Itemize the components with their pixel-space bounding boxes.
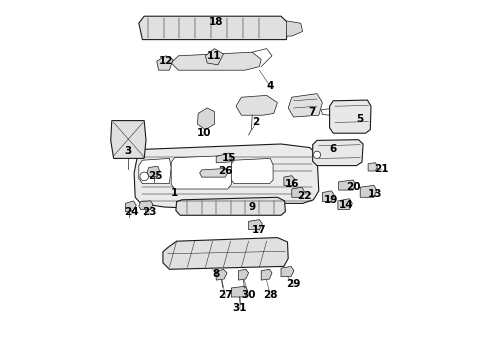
Polygon shape xyxy=(125,201,136,212)
Polygon shape xyxy=(163,238,288,269)
Polygon shape xyxy=(216,153,232,163)
Polygon shape xyxy=(139,158,171,184)
Text: 19: 19 xyxy=(324,195,339,205)
Text: 5: 5 xyxy=(357,114,364,124)
Text: 30: 30 xyxy=(242,290,256,300)
Polygon shape xyxy=(139,201,153,210)
Text: 4: 4 xyxy=(267,81,274,91)
Text: 14: 14 xyxy=(339,200,353,210)
Text: 23: 23 xyxy=(143,207,157,217)
Text: 18: 18 xyxy=(209,17,223,27)
Polygon shape xyxy=(231,158,273,184)
Text: 8: 8 xyxy=(213,269,220,279)
Polygon shape xyxy=(157,56,173,70)
Text: 21: 21 xyxy=(374,164,389,174)
Polygon shape xyxy=(338,199,352,210)
Text: 13: 13 xyxy=(368,189,382,199)
Polygon shape xyxy=(139,16,288,40)
Text: 26: 26 xyxy=(218,166,232,176)
Polygon shape xyxy=(284,176,294,185)
Polygon shape xyxy=(236,95,277,115)
Polygon shape xyxy=(248,220,262,230)
Polygon shape xyxy=(322,191,334,202)
Circle shape xyxy=(314,151,320,158)
Polygon shape xyxy=(171,156,231,189)
Polygon shape xyxy=(339,180,356,190)
Polygon shape xyxy=(147,166,160,176)
Polygon shape xyxy=(171,52,261,70)
Polygon shape xyxy=(292,187,304,197)
Text: 15: 15 xyxy=(221,153,236,163)
Text: 28: 28 xyxy=(263,290,277,300)
Polygon shape xyxy=(199,168,228,177)
Circle shape xyxy=(140,172,148,181)
Text: 27: 27 xyxy=(218,290,233,300)
Polygon shape xyxy=(286,21,303,36)
Text: 24: 24 xyxy=(124,207,139,217)
Polygon shape xyxy=(261,269,272,280)
Text: 16: 16 xyxy=(285,179,299,189)
Text: 29: 29 xyxy=(287,279,301,289)
Polygon shape xyxy=(313,140,363,166)
Text: 3: 3 xyxy=(124,146,132,156)
Polygon shape xyxy=(176,197,285,215)
Polygon shape xyxy=(231,286,248,297)
Polygon shape xyxy=(111,121,146,158)
Text: 2: 2 xyxy=(252,117,259,127)
Text: 17: 17 xyxy=(252,225,267,235)
Polygon shape xyxy=(368,163,377,171)
Text: 20: 20 xyxy=(346,182,360,192)
Polygon shape xyxy=(216,269,227,280)
Polygon shape xyxy=(134,144,319,209)
Polygon shape xyxy=(281,266,294,276)
Text: 10: 10 xyxy=(196,128,211,138)
Polygon shape xyxy=(288,94,322,117)
Text: 7: 7 xyxy=(308,107,315,117)
Text: 1: 1 xyxy=(171,188,178,198)
Polygon shape xyxy=(239,269,248,280)
Text: 31: 31 xyxy=(232,303,247,313)
Polygon shape xyxy=(360,185,377,197)
Text: 25: 25 xyxy=(148,171,162,181)
Polygon shape xyxy=(197,108,215,130)
Text: 6: 6 xyxy=(330,144,337,154)
Polygon shape xyxy=(205,49,223,65)
Text: 12: 12 xyxy=(159,56,173,66)
Text: 9: 9 xyxy=(248,202,256,212)
Text: 11: 11 xyxy=(207,51,221,61)
Text: 22: 22 xyxy=(297,191,312,201)
Polygon shape xyxy=(330,100,371,133)
